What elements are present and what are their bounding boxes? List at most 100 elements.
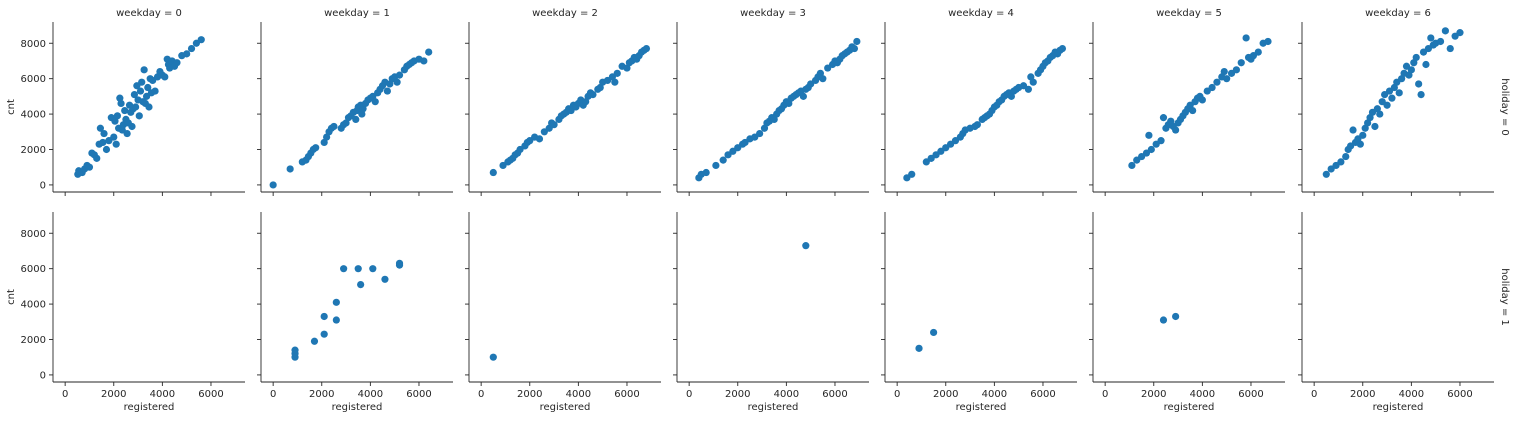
- x-tick-label: 0: [1311, 389, 1317, 400]
- data-point: [99, 138, 107, 147]
- data-point: [1159, 114, 1168, 122]
- y-tick-label: 0: [40, 370, 46, 381]
- y-tick-label: 8000: [21, 229, 46, 240]
- data-point: [1349, 126, 1357, 134]
- data-point: [130, 91, 139, 99]
- x-tick-label: 2000: [101, 389, 126, 400]
- data-point: [145, 103, 153, 111]
- facet-column-title: weekday = 0: [116, 8, 182, 19]
- data-point: [613, 69, 621, 77]
- data-point: [312, 144, 320, 152]
- data-point: [1342, 152, 1350, 161]
- data-point: [369, 265, 377, 273]
- facet-row-title: holiday = 0: [1499, 78, 1510, 136]
- x-tick-label: 2000: [725, 389, 750, 400]
- facet-column-title: weekday = 5: [1156, 8, 1222, 19]
- data-point: [850, 44, 859, 53]
- data-point: [756, 129, 764, 138]
- data-point: [332, 316, 340, 324]
- data-point: [1189, 106, 1197, 115]
- x-tick-label: 6000: [1447, 389, 1472, 400]
- data-point: [123, 129, 131, 138]
- data-point: [286, 165, 294, 173]
- data-point: [1427, 34, 1435, 42]
- data-point: [381, 275, 389, 283]
- x-tick-label: 0: [62, 389, 68, 400]
- data-point: [908, 170, 916, 178]
- data-point: [128, 122, 136, 131]
- data-point: [140, 66, 148, 74]
- data-point: [112, 140, 120, 148]
- data-point: [383, 87, 391, 95]
- x-tick-label: 0: [478, 389, 484, 400]
- data-point: [1223, 75, 1231, 83]
- x-tick-label: 6000: [406, 389, 431, 400]
- data-point: [110, 133, 118, 141]
- data-point: [1159, 316, 1168, 324]
- data-point: [702, 168, 710, 177]
- x-axis-label: registered: [1373, 402, 1424, 413]
- data-point: [395, 259, 404, 267]
- data-point: [1417, 91, 1425, 99]
- data-point: [93, 154, 101, 162]
- y-tick-label: 2000: [21, 335, 46, 346]
- y-axis-label: cnt: [6, 99, 17, 115]
- y-tick-label: 4000: [21, 110, 46, 121]
- data-point: [1024, 85, 1032, 93]
- x-axis-label: registered: [1164, 402, 1215, 413]
- data-point: [187, 44, 196, 53]
- x-tick-label: 6000: [1238, 389, 1263, 400]
- data-point: [1208, 83, 1216, 92]
- x-tick-label: 2000: [1350, 389, 1375, 400]
- x-tick-label: 0: [270, 389, 276, 400]
- data-point: [1436, 37, 1445, 46]
- x-tick-label: 2000: [309, 389, 334, 400]
- x-tick-label: 6000: [1030, 389, 1055, 400]
- x-axis-label: registered: [540, 402, 591, 413]
- data-point: [799, 92, 807, 100]
- data-point: [144, 83, 152, 92]
- data-point: [352, 115, 360, 123]
- data-point: [291, 346, 299, 354]
- data-point: [1254, 48, 1262, 56]
- data-point: [489, 353, 497, 361]
- x-tick-label: 6000: [614, 389, 639, 400]
- data-point: [135, 112, 143, 120]
- data-point: [1322, 170, 1330, 178]
- data-point: [642, 44, 651, 53]
- data-point: [330, 122, 338, 131]
- x-tick-label: 4000: [1190, 389, 1215, 400]
- data-point: [1422, 60, 1430, 69]
- y-tick-label: 6000: [21, 264, 46, 275]
- data-point: [1147, 145, 1155, 154]
- data-point: [395, 71, 404, 79]
- x-tick-label: 2000: [1141, 389, 1166, 400]
- data-point: [371, 98, 379, 106]
- data-point: [1264, 37, 1272, 46]
- data-point: [1145, 131, 1153, 139]
- data-point: [136, 87, 145, 95]
- data-point: [340, 265, 348, 273]
- x-axis-label: registered: [124, 402, 175, 413]
- x-tick-label: 4000: [774, 389, 799, 400]
- data-point: [96, 124, 104, 132]
- x-tick-label: 6000: [822, 389, 847, 400]
- facet-column-title: weekday = 3: [740, 8, 806, 19]
- data-point: [132, 103, 140, 111]
- y-tick-label: 8000: [21, 39, 46, 50]
- y-tick-label: 6000: [21, 74, 46, 85]
- x-tick-label: 4000: [1399, 389, 1424, 400]
- data-point: [113, 112, 122, 120]
- data-point: [589, 91, 597, 99]
- y-tick-label: 4000: [21, 300, 46, 311]
- data-point: [1128, 161, 1136, 170]
- x-tick-label: 0: [686, 389, 692, 400]
- data-point: [354, 265, 362, 273]
- data-point: [197, 36, 205, 44]
- data-point: [1456, 29, 1464, 37]
- x-tick-label: 0: [894, 389, 900, 400]
- data-point: [1172, 312, 1180, 321]
- data-point: [853, 37, 861, 46]
- facet-row-title: holiday = 1: [1499, 268, 1510, 326]
- data-point: [1242, 34, 1250, 42]
